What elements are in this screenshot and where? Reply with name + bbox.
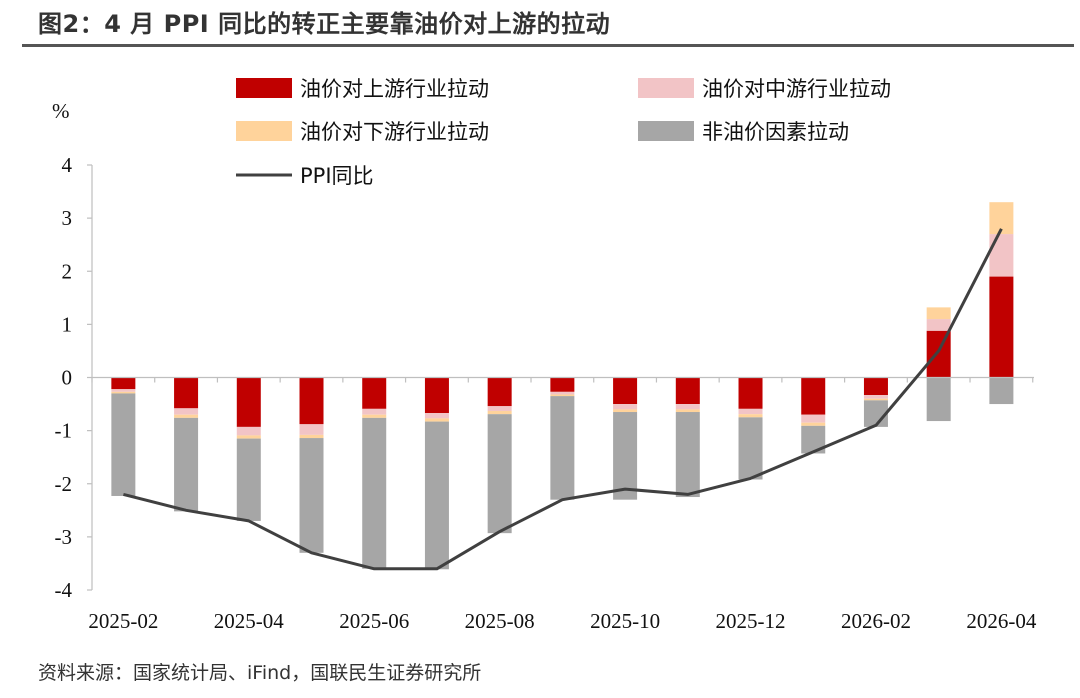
x-tick-label: 2026-04 bbox=[966, 609, 1036, 633]
bar-segment bbox=[675, 377, 700, 405]
bars bbox=[111, 202, 1014, 570]
bar-segment bbox=[362, 408, 387, 415]
bar-segment bbox=[926, 307, 951, 320]
bar-segment bbox=[111, 389, 136, 392]
bar-segment bbox=[550, 377, 575, 392]
legend-label: 油价对中游行业拉动 bbox=[702, 77, 891, 101]
bar-segment bbox=[989, 202, 1014, 235]
bar-segment bbox=[989, 234, 1014, 277]
bar-segment bbox=[111, 391, 136, 394]
legend-swatch bbox=[236, 121, 292, 141]
x-tick-label: 2025-08 bbox=[465, 609, 535, 633]
bar-segment bbox=[424, 421, 449, 570]
ppi-line-path bbox=[123, 228, 1003, 571]
y-tick-label: 2 bbox=[62, 259, 73, 283]
x-tick-label: 2025-10 bbox=[590, 609, 660, 633]
bar-segment bbox=[550, 396, 575, 500]
x-tick-label: 2026-02 bbox=[841, 609, 911, 633]
y-tick-label: 0 bbox=[62, 366, 73, 390]
bar-segment bbox=[613, 412, 638, 500]
bar-segment bbox=[613, 404, 638, 410]
legend-swatch bbox=[638, 121, 694, 141]
x-tick-label: 2025-04 bbox=[214, 609, 284, 633]
bar-segment bbox=[550, 391, 575, 395]
ppi-line bbox=[123, 228, 1003, 571]
bar-segment bbox=[675, 409, 700, 413]
bar-segment bbox=[299, 434, 324, 439]
legend-swatch bbox=[638, 78, 694, 98]
y-axis: -4 -3 -2 -1 0 1 2 3 4% bbox=[52, 99, 93, 602]
bar-segment bbox=[424, 413, 449, 419]
bar-segment bbox=[550, 394, 575, 397]
bar-segment bbox=[236, 438, 261, 521]
bar-segment bbox=[299, 424, 324, 435]
bar-segment bbox=[362, 414, 387, 418]
y-tick-label: 4 bbox=[62, 153, 73, 177]
bar-segment bbox=[863, 398, 888, 401]
x-tick-label: 2025-02 bbox=[88, 609, 158, 633]
bar-segment bbox=[362, 417, 387, 569]
y-tick-label: -4 bbox=[55, 578, 73, 602]
legend-label: PPI同比 bbox=[300, 164, 374, 188]
bar-segment bbox=[989, 377, 1014, 405]
source-note: 资料来源：国家统计局、iFind，国联民生证券研究所 bbox=[38, 662, 482, 684]
bar-segment bbox=[801, 422, 826, 426]
bar-segment bbox=[174, 414, 199, 418]
y-tick-label: 3 bbox=[62, 206, 73, 230]
bar-segment bbox=[863, 395, 888, 399]
bar-segment bbox=[989, 276, 1014, 378]
bar-segment bbox=[299, 438, 324, 553]
x-tick-label: 2025-12 bbox=[716, 609, 786, 633]
bar-segment bbox=[424, 377, 449, 414]
chart-title: 图2：4 月 PPI 同比的转正主要靠油价对上游的拉动 bbox=[38, 10, 611, 38]
bar-segment bbox=[801, 414, 826, 423]
bar-segment bbox=[487, 410, 512, 415]
bar-segment bbox=[613, 377, 638, 405]
bar-segment bbox=[487, 406, 512, 411]
y-tick-label: -1 bbox=[55, 419, 73, 443]
bar-segment bbox=[299, 377, 324, 425]
bar-segment bbox=[487, 414, 512, 534]
y-tick-label: 1 bbox=[62, 312, 73, 336]
legend-label: 非油价因素拉动 bbox=[702, 120, 849, 144]
bar-segment bbox=[738, 414, 763, 418]
bar-segment bbox=[675, 412, 700, 498]
legend-label: 油价对上游行业拉动 bbox=[300, 77, 489, 101]
bar-segment bbox=[174, 377, 199, 409]
bar-segment bbox=[174, 408, 199, 415]
title-divider bbox=[22, 44, 1074, 47]
bar-segment bbox=[613, 409, 638, 413]
y-tick-label: -2 bbox=[55, 472, 73, 496]
bar-segment bbox=[236, 377, 261, 427]
bar-segment bbox=[174, 417, 199, 512]
bar-segment bbox=[236, 426, 261, 436]
bar-segment bbox=[738, 377, 763, 409]
bar-segment bbox=[801, 377, 826, 415]
bar-segment bbox=[738, 417, 763, 480]
bar-segment bbox=[111, 377, 136, 390]
bar-segment bbox=[863, 377, 888, 396]
bar-segment bbox=[487, 377, 512, 407]
y-tick-label: -3 bbox=[55, 525, 73, 549]
bar-segment bbox=[926, 319, 951, 331]
legend-swatch bbox=[236, 78, 292, 98]
y-axis-unit-label: % bbox=[52, 99, 70, 123]
x-tick-label: 2025-06 bbox=[339, 609, 409, 633]
bar-segment bbox=[738, 408, 763, 415]
bar-segment bbox=[926, 377, 951, 422]
bar-segment bbox=[236, 435, 261, 439]
legend-label: 油价对下游行业拉动 bbox=[300, 120, 489, 144]
bar-segment bbox=[675, 404, 700, 410]
bar-segment bbox=[111, 393, 136, 496]
bar-segment bbox=[362, 377, 387, 409]
x-axis: 2025-02 2025-04 2025-06 2025-08 2025-10 2025-… bbox=[88, 376, 1037, 633]
bar-segment bbox=[424, 418, 449, 422]
